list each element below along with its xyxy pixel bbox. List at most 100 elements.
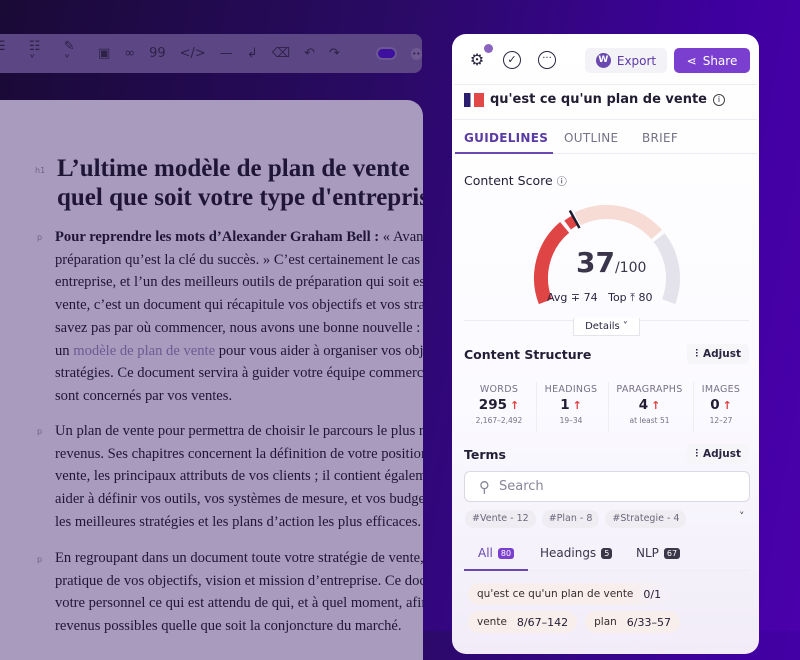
text: un — [55, 342, 74, 359]
text-line: les meilleures stratégies et les plans d… — [55, 513, 422, 530]
enter-icon[interactable]: ↲ — [246, 46, 258, 61]
france-flag-icon — [464, 92, 484, 107]
block-type-label: p — [37, 233, 43, 242]
editor[interactable]: h1 L’ultime modèle de plan de vente quel… — [0, 100, 423, 660]
text-line: aider à définir vos outils, vos systèmes… — [55, 491, 423, 508]
align-icon[interactable]: ☰ ˅ — [0, 39, 15, 69]
top-icon: ⤒ — [630, 291, 636, 304]
sliders-icon: ⫶ — [695, 347, 698, 360]
adjust-terms-button[interactable]: ⫶ Adjust — [687, 444, 749, 464]
chevron-down-icon[interactable]: ˅ — [739, 510, 745, 523]
text-line: préparation qu’est la clé du succès. » C… — [55, 251, 423, 268]
stat-range: 2,167–2,492 — [475, 416, 523, 425]
content-score-gauge — [534, 205, 680, 305]
link-icon[interactable]: ∞ — [124, 46, 136, 61]
term-row: qu'est ce qu'un plan de vente 0/1 — [468, 583, 671, 605]
share-label: Share — [702, 53, 738, 68]
term-item[interactable]: plan 6/33–57 — [585, 611, 680, 633]
term-text: vente — [477, 616, 507, 628]
content-score-title: Content Score ⓘ — [464, 173, 567, 188]
active-tab-indicator — [464, 569, 528, 571]
benchmarks: Avg ∓ 74 Top ⤒ 80 — [547, 291, 653, 305]
gauge-segment-low — [534, 222, 570, 305]
info-icon[interactable]: ⓘ — [556, 177, 567, 188]
text-line: votre personnel ce qui est attendu de qu… — [55, 595, 423, 612]
document-heading[interactable]: L’ultime modèle de plan de vente quel qu… — [57, 154, 423, 212]
stat-value: 4 — [638, 397, 649, 413]
list-icon[interactable]: ☷ ˅ — [28, 38, 41, 69]
undo-icon[interactable]: ↶ — [304, 46, 316, 61]
code-icon[interactable]: </> — [179, 46, 206, 61]
count-badge: 5 — [601, 547, 613, 559]
tab-guidelines[interactable]: GUIDELINES — [464, 131, 549, 145]
arrow-up-icon: ↑ — [651, 399, 661, 412]
tab-brief[interactable]: BRIEF — [642, 131, 679, 145]
quote-icon[interactable]: 99 — [149, 46, 166, 61]
terms-title: Terms — [464, 447, 506, 462]
arrow-up-icon: ↑ — [509, 399, 520, 412]
term-text: plan — [594, 616, 617, 628]
text-line: stratégies. Ce document servira à guider… — [55, 365, 423, 382]
image-icon[interactable]: ▣ — [97, 46, 111, 61]
divider-icon[interactable]: — — [219, 46, 233, 61]
content-score-label: Content Score — [464, 173, 553, 188]
term-item[interactable]: vente 8/67–142 — [468, 611, 578, 633]
share-button[interactable]: ⋖ Share — [674, 48, 750, 73]
stat-key: PARAGRAPHS — [616, 384, 683, 395]
more-icon[interactable]: •• — [410, 47, 423, 60]
terms-tab-nlp[interactable]: NLP 67 — [636, 546, 681, 560]
text: pour vous aider à organiser vos objectif… — [218, 342, 423, 359]
gauge-segment-high — [653, 233, 680, 305]
gear-icon[interactable]: ⚙ — [469, 50, 485, 69]
stat-value: 1 — [560, 397, 570, 413]
keyword-row: qu'est ce qu'un plan de vente i — [464, 92, 726, 107]
check-circle-icon[interactable]: ✓ — [503, 51, 521, 69]
paragraph[interactable]: Un plan de vente pour permettra de chois… — [55, 420, 423, 534]
terms-tab-headings[interactable]: Headings 5 — [540, 546, 613, 560]
text-line: En regroupant dans un document toute vot… — [55, 550, 423, 566]
adjust-structure-button[interactable]: ⫶ Adjust — [687, 344, 749, 364]
term-item[interactable]: qu'est ce qu'un plan de vente 0/1 — [468, 583, 671, 605]
export-button[interactable]: W Export — [585, 48, 667, 73]
paragraph[interactable]: En regroupant dans un document toute vot… — [55, 547, 423, 638]
redo-icon[interactable]: ↷ — [329, 46, 340, 61]
eraser-icon[interactable]: ⌫ — [271, 46, 291, 61]
terms-tab-all[interactable]: All 80 — [478, 546, 515, 560]
text-line: Un plan de vente pour permettra de chois… — [55, 423, 423, 439]
gauge-segment-mid — [574, 205, 662, 240]
heading-line: L’ultime modèle de plan de vente — [57, 155, 410, 182]
target-keyword: qu'est ce qu'un plan de vente — [490, 92, 708, 107]
wordpress-icon: W — [595, 53, 611, 68]
details-button[interactable]: Details ˅ — [573, 318, 640, 336]
stat-paragraphs: PARAGRAPHS 4 ↑ at least 51 — [612, 384, 687, 425]
stat-headings: HEADINGS 1 ↑ 19–34 — [540, 384, 602, 425]
tab-label: NLP — [636, 546, 659, 560]
avg-value: 74 — [583, 291, 598, 304]
info-icon[interactable]: i — [713, 93, 726, 106]
paragraph[interactable]: Pour reprendre les mots d’Alexander Grah… — [55, 226, 423, 408]
more-icon[interactable]: ··· — [538, 51, 556, 69]
text-line: revenus. Ses chapitres concernent la déf… — [55, 445, 423, 462]
inline-link[interactable]: modèle de plan de vente — [73, 342, 216, 359]
brush-icon[interactable]: ✎ ˅ — [63, 38, 75, 69]
toggle[interactable] — [375, 47, 397, 60]
term-text: qu'est ce qu'un plan de vente — [477, 588, 634, 600]
arrow-up-icon: ↑ — [572, 399, 582, 412]
stat-key: HEADINGS — [544, 384, 598, 395]
arrow-up-icon: ↑ — [722, 399, 732, 412]
share-icon: ⋖ — [686, 53, 697, 68]
stat-key: WORDS — [479, 384, 519, 395]
details-label: Details — [585, 321, 620, 332]
terms-search-input[interactable]: ⚲ Search — [464, 471, 750, 502]
stat-value: 295 — [478, 397, 507, 413]
tab-label: All — [478, 546, 493, 560]
count-badge: 67 — [663, 547, 681, 559]
chevron-down-icon: ˅ — [622, 321, 628, 332]
content-structure-title: Content Structure — [464, 347, 592, 362]
topic-chip[interactable]: #Vente - 12 — [465, 510, 536, 528]
topic-chip[interactable]: #Strategie - 4 — [605, 510, 687, 528]
avg-label: Avg — [547, 291, 568, 304]
topic-chip[interactable]: #Plan - 8 — [541, 510, 600, 528]
notification-dot — [484, 44, 493, 53]
tab-outline[interactable]: OUTLINE — [564, 131, 619, 145]
